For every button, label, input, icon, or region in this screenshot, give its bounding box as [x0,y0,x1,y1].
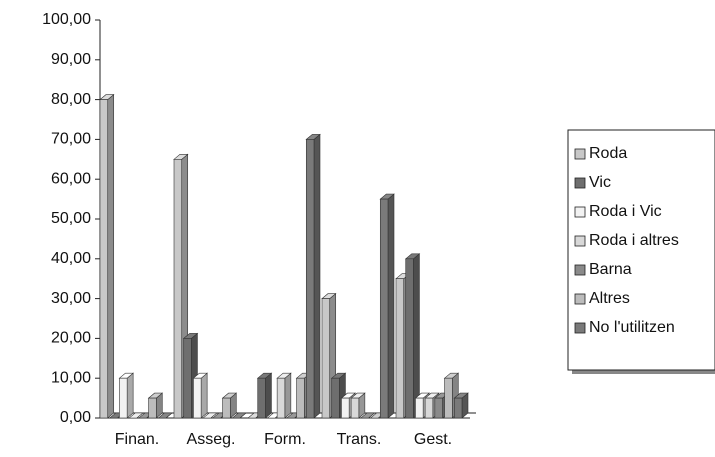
y-tick-label: 50,00 [51,210,91,227]
legend-label: Altres [589,290,630,307]
legend-label: Roda [589,145,627,162]
legend-swatch [574,293,586,305]
bar-side [387,193,395,419]
legend-label: Roda i altres [589,232,679,249]
bar [444,377,453,419]
bar [453,397,463,419]
bar [405,258,414,419]
bar [99,99,109,419]
bar [341,397,350,419]
bar [119,377,128,419]
bar-side [107,93,115,419]
bar [173,159,183,419]
x-tick-label: Trans. [337,431,382,448]
x-tick-label: Form. [264,431,306,448]
legend-label: Barna [589,261,632,278]
bar [350,397,360,419]
bar [193,377,202,419]
bar [331,377,340,419]
bar-top [157,412,173,419]
bar [276,377,286,419]
legend-swatch [574,206,586,218]
y-tick-label: 80,00 [51,91,91,108]
legend-swatch [574,264,586,276]
bar [148,397,157,419]
y-tick-label: 0,00 [60,409,91,426]
bar-side [265,372,272,419]
y-tick-label: 40,00 [51,250,91,267]
bar-top [128,412,144,419]
bar [257,377,266,419]
legend-swatch [574,177,586,189]
bar [183,338,192,419]
bar-side [126,372,134,419]
legend-swatch [574,148,586,160]
bar [321,298,331,419]
bar-side [413,253,420,419]
bar-top [202,412,218,419]
y-tick-label: 90,00 [51,51,91,68]
x-tick-label: Asseg. [187,431,236,448]
bar-side [284,372,292,419]
legend [567,129,715,371]
bar [379,198,389,419]
legend-swatch [574,322,586,334]
legend-label: Vic [589,174,611,191]
y-tick-label: 60,00 [51,170,91,187]
bar [415,397,424,419]
bar-side [313,133,321,419]
bar-top [360,412,376,419]
bar-top [231,412,247,419]
x-tick-label: Finan. [115,431,159,448]
y-tick-label: 30,00 [51,290,91,307]
x-tick-label: Gest. [414,431,452,448]
bar [424,397,434,419]
legend-label: No l'utilitzen [589,319,675,336]
legend-swatch [574,235,586,247]
bar-side [200,372,208,419]
legend-label: Roda i Vic [589,203,662,220]
bar [296,377,305,419]
bar [434,397,443,419]
y-tick-label: 20,00 [51,330,91,347]
bar [222,397,231,419]
bar [395,278,405,419]
bar [305,139,315,419]
y-tick-label: 10,00 [51,369,91,386]
y-tick-label: 100,00 [42,11,91,28]
y-tick-label: 70,00 [51,131,91,148]
